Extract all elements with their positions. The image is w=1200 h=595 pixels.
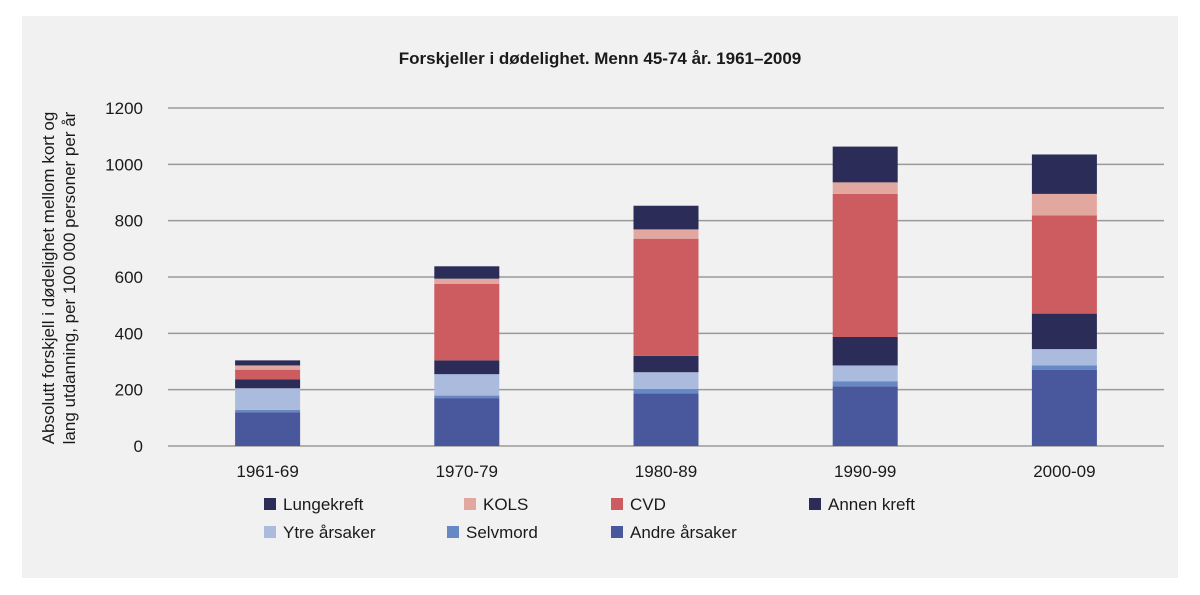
- bar-segment-selvmord-1961-69: [235, 409, 301, 413]
- bar-segment-ytre-årsaker-1961-69: [235, 388, 301, 410]
- bar-segment-annen-kreft-1980-89: [633, 355, 699, 373]
- legend-item: Annen kreft: [809, 495, 915, 514]
- bar-segment-cvd-2000-09: [1031, 215, 1097, 314]
- legend-item: Selvmord: [447, 523, 538, 542]
- bar-segment-andre-årsaker-2000-09: [1031, 369, 1097, 446]
- bar-segment-lungekreft-1990-99: [832, 146, 898, 183]
- x-tick-label: 1980-89: [635, 462, 697, 481]
- legend-item: KOLS: [464, 495, 528, 514]
- bar-segment-selvmord-2000-09: [1031, 365, 1097, 370]
- y-tick-label: 200: [115, 381, 143, 400]
- bar-segment-selvmord-1970-79: [434, 395, 500, 399]
- legend-item: Andre årsaker: [611, 523, 737, 542]
- legend-swatch: [611, 498, 623, 510]
- bar-segment-andre-årsaker-1980-89: [633, 393, 699, 446]
- legend-item: Lungekreft: [264, 495, 364, 514]
- y-axis-label-line-2: lang utdanning, per 100 000 personer per…: [60, 111, 79, 444]
- y-tick-labels: 0 200 400 600 800 1000 1200: [105, 99, 143, 456]
- legend-item: CVD: [611, 495, 666, 514]
- y-axis-label: Absolutt forskjell i dødelighet mellom k…: [39, 111, 79, 444]
- legend-label: Selvmord: [466, 523, 538, 542]
- x-tick-label: 1990-99: [834, 462, 896, 481]
- bar-segment-kols-2000-09: [1031, 193, 1097, 216]
- y-tick-label: 600: [115, 268, 143, 287]
- legend-label: Annen kreft: [828, 495, 915, 514]
- x-tick-label: 2000-09: [1033, 462, 1095, 481]
- bar-segment-kols-1980-89: [633, 229, 699, 239]
- legend-swatch: [464, 498, 476, 510]
- chart-panel: [22, 16, 1178, 578]
- legend-item: Ytre årsaker: [264, 523, 376, 542]
- bar-segment-lungekreft-1961-69: [235, 360, 301, 366]
- x-tick-labels: 1961-69 1970-79 1980-89 1990-99 2000-09: [236, 462, 1095, 481]
- y-axis-label-line-1: Absolutt forskjell i dødelighet mellom k…: [39, 112, 58, 445]
- y-tick-label: 0: [134, 437, 143, 456]
- bar-segment-kols-1961-69: [235, 365, 301, 370]
- bar-segment-andre-årsaker-1970-79: [434, 398, 500, 446]
- legend-label: KOLS: [483, 495, 528, 514]
- bar-segment-kols-1970-79: [434, 278, 500, 284]
- bar-segment-ytre-årsaker-2000-09: [1031, 349, 1097, 366]
- chart-title: Forskjeller i dødelighet. Menn 45-74 år.…: [399, 49, 802, 68]
- bar-segment-ytre-årsaker-1970-79: [434, 374, 500, 396]
- y-tick-label: 400: [115, 324, 143, 343]
- legend-label: CVD: [630, 495, 666, 514]
- legend-swatch: [264, 498, 276, 510]
- bar-segment-cvd-1980-89: [633, 238, 699, 356]
- legend: Lungekreft KOLS CVD Annen kreft Ytre årsaker…: [264, 495, 915, 542]
- legend-label: Andre årsaker: [630, 523, 737, 542]
- bar-segment-annen-kreft-1990-99: [832, 336, 898, 366]
- bars: [235, 146, 1097, 446]
- bar-segment-selvmord-1980-89: [633, 388, 699, 394]
- legend-label: Lungekreft: [283, 495, 364, 514]
- bar-segment-andre-årsaker-1961-69: [235, 412, 301, 446]
- bar-segment-lungekreft-1970-79: [434, 266, 500, 279]
- bar-segment-lungekreft-1980-89: [633, 205, 699, 230]
- legend-swatch: [447, 526, 459, 538]
- bar-segment-cvd-1970-79: [434, 283, 500, 361]
- y-tick-label: 1200: [105, 99, 143, 118]
- legend-swatch: [264, 526, 276, 538]
- legend-swatch: [611, 526, 623, 538]
- x-tick-label: 1961-69: [236, 462, 298, 481]
- bar-segment-annen-kreft-1970-79: [434, 360, 500, 375]
- bar-segment-cvd-1990-99: [832, 193, 898, 337]
- y-tick-label: 1000: [105, 155, 143, 174]
- bar-segment-cvd-1961-69: [235, 369, 301, 380]
- bar-segment-annen-kreft-2000-09: [1031, 313, 1097, 350]
- bar-segment-annen-kreft-1961-69: [235, 379, 301, 389]
- bar-segment-andre-årsaker-1990-99: [832, 386, 898, 446]
- bar-segment-ytre-årsaker-1980-89: [633, 372, 699, 389]
- bar-segment-ytre-årsaker-1990-99: [832, 365, 898, 382]
- bar-segment-selvmord-1990-99: [832, 381, 898, 387]
- legend-label: Ytre årsaker: [283, 523, 376, 542]
- legend-swatch: [809, 498, 821, 510]
- x-tick-label: 1970-79: [436, 462, 498, 481]
- y-tick-label: 800: [115, 212, 143, 231]
- bar-segment-kols-1990-99: [832, 182, 898, 194]
- bar-segment-lungekreft-2000-09: [1031, 154, 1097, 194]
